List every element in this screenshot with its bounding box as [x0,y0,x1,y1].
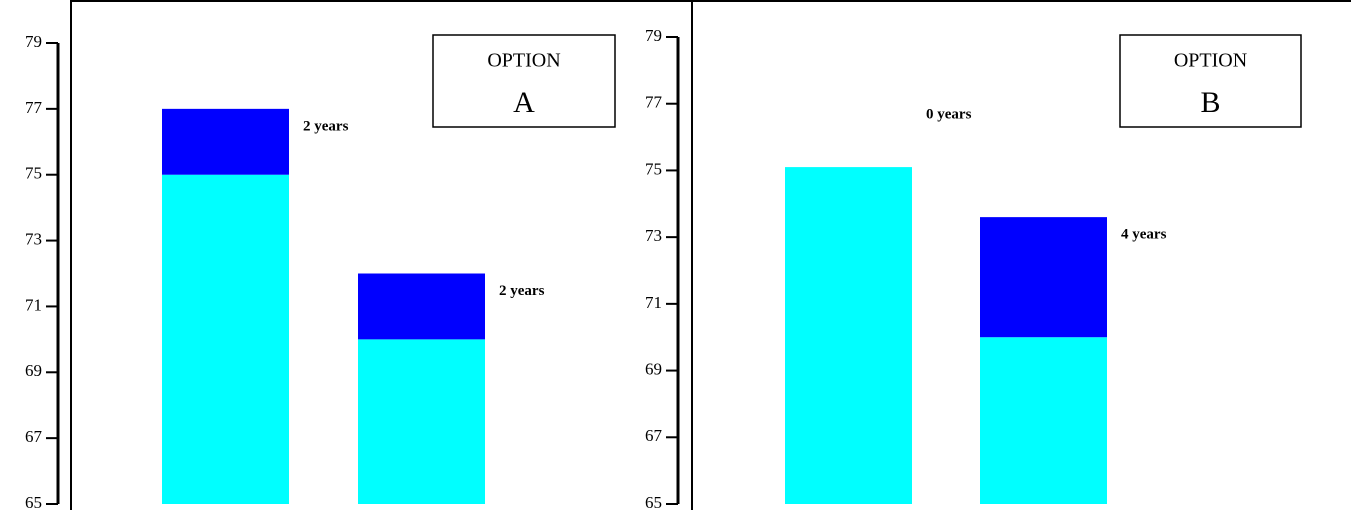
y-tick-label: 67 [25,427,43,446]
y-tick-label: 65 [645,493,662,510]
bar-segment [980,337,1107,504]
y-tick-label: 77 [25,98,43,117]
option-letter: B [1200,86,1220,119]
bar-segment [162,108,289,175]
y-tick-label: 67 [645,426,663,445]
y-tick-label: 79 [25,32,42,51]
option-label: OPTION [487,50,560,72]
y-tick-label: 71 [25,295,42,314]
value-label: 2 years [303,118,349,134]
y-tick-label: 75 [25,164,42,183]
y-tick-label: 77 [645,93,663,112]
y-tick-label: 69 [645,359,662,378]
bar-segment [358,273,485,340]
y-tick-label: 73 [25,229,42,248]
bar-segment [162,174,289,504]
bar-segment [785,167,912,505]
option-label: OPTION [1174,50,1247,72]
value-label: 0 years [926,107,972,123]
y-tick-label: 73 [645,226,662,245]
y-tick-label: 79 [645,26,662,45]
value-label: 2 years [499,283,545,299]
option-box [1119,34,1302,128]
y-tick-label: 69 [25,361,42,380]
bar-segment [358,339,485,504]
option-letter: A [513,86,535,119]
bar-segment [980,217,1107,338]
option-box [432,34,616,128]
y-tick-label: 65 [25,493,42,510]
y-tick-label: 75 [645,159,662,178]
y-tick-label: 71 [645,293,662,312]
value-label: 4 years [1121,227,1167,243]
